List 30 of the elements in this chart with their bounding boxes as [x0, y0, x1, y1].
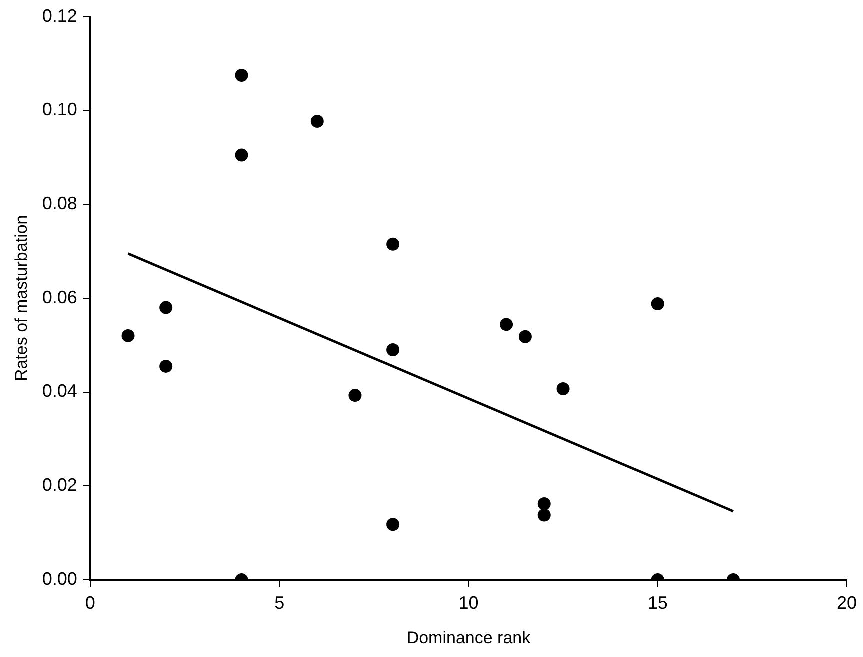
x-tick-label: 20 — [836, 592, 858, 613]
y-tick-label: 0.08 — [42, 194, 78, 214]
x-axis-title: Dominance rank — [406, 628, 532, 648]
y-tick-label: 0.04 — [42, 381, 78, 402]
x-tick-label: 15 — [648, 592, 668, 613]
point — [538, 497, 551, 510]
point — [235, 68, 248, 82]
point — [310, 114, 324, 128]
point — [500, 318, 514, 332]
y-tick-label: 0.12 — [42, 6, 78, 26]
y-axis-title: Rates of masturbation — [12, 215, 31, 382]
point — [235, 148, 248, 162]
point — [122, 329, 135, 342]
point — [386, 344, 400, 357]
y-tick-label: 0.00 — [42, 568, 78, 589]
x-tick-label: 10 — [458, 592, 479, 613]
point — [160, 360, 173, 373]
y-tick-label: 0.10 — [42, 100, 78, 120]
x-tick-label: 0 — [85, 592, 96, 613]
point — [556, 382, 570, 396]
point — [518, 330, 532, 344]
point — [160, 301, 173, 314]
point — [386, 238, 400, 251]
point — [386, 518, 400, 532]
x-tick-label: 5 — [274, 592, 285, 613]
y-tick-label: 0.02 — [42, 475, 78, 496]
point — [651, 298, 664, 311]
point — [538, 508, 551, 522]
point — [348, 389, 362, 402]
y-tick-label: 0.06 — [42, 287, 78, 308]
